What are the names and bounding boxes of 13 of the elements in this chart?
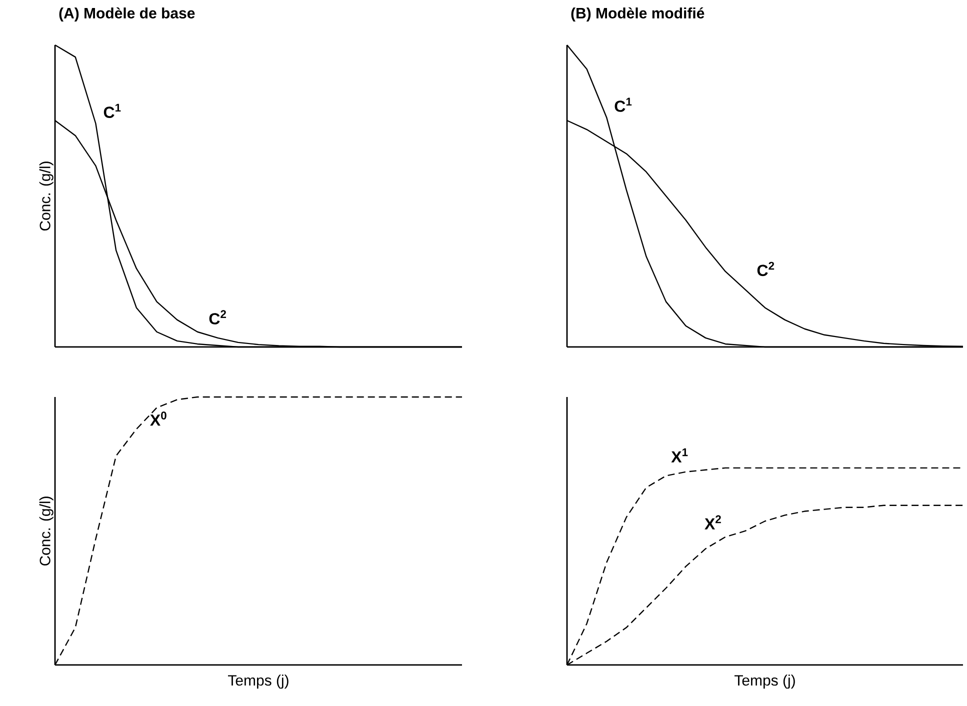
- chart-title: (B) Modèle modifié: [571, 7, 704, 22]
- series-label: C$^{1}$: [614, 98, 632, 112]
- y-axis-title: Conc. (g/l): [39, 496, 54, 566]
- x-axis-title: Temps (j): [734, 674, 795, 689]
- series-label: X$^{2}$: [704, 515, 721, 530]
- chart-title: (A) Modèle de base: [59, 7, 195, 22]
- series-label: C$^{2}$: [209, 310, 226, 324]
- series-label: X$^{0}$: [150, 412, 166, 426]
- x-axis-title: Temps (j): [228, 674, 288, 689]
- y-axis-title: Conc. (g/l): [39, 162, 54, 231]
- series-label: C$^{1}$: [104, 104, 121, 118]
- series-label: C$^{2}$: [757, 262, 774, 276]
- series-label: X$^{1}$: [671, 448, 688, 462]
